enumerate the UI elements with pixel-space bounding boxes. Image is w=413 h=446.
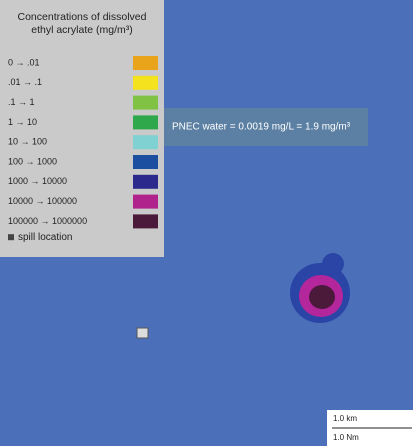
legend-label: .01 → .1 — [8, 77, 42, 87]
legend-spill-label: spill location — [18, 232, 72, 243]
legend-swatch — [133, 194, 158, 209]
annotation-box — [164, 108, 368, 146]
spill-marker — [136, 327, 149, 339]
annotation: PNEC water = 0.0019 mg/L = 1.9 mg/m³ — [172, 122, 351, 133]
legend-label: 1 → 10 — [8, 117, 37, 127]
legend-label: 100000 → 1000000 — [8, 216, 87, 226]
legend-swatch — [133, 155, 158, 169]
legend-label: 10000 → 100000 — [8, 196, 77, 206]
legend-spill-marker — [8, 234, 14, 241]
plume — [290, 253, 350, 323]
legend-label: 0 → .01 — [8, 57, 40, 67]
legend-label: 10 → 100 — [8, 137, 47, 147]
legend-swatch — [133, 214, 158, 229]
plume-outer — [322, 253, 344, 275]
legend-swatch — [133, 56, 158, 70]
legend-swatch — [133, 75, 158, 90]
scale-km: 1.0 km — [333, 414, 357, 423]
scale-nm: 1.0 Nm — [333, 433, 359, 442]
legend-label: 100 → 1000 — [8, 156, 57, 166]
legend-label: .1 → 1 — [8, 97, 35, 107]
legend-swatch — [133, 174, 158, 189]
legend-label: 1000 → 10000 — [8, 176, 67, 186]
legend-swatch — [133, 95, 158, 110]
plume-core — [309, 285, 335, 309]
legend-title: Concentrations of dissolved ethyl acrylat… — [18, 11, 147, 36]
legend-swatch — [133, 135, 158, 150]
legend-swatch — [133, 115, 158, 130]
